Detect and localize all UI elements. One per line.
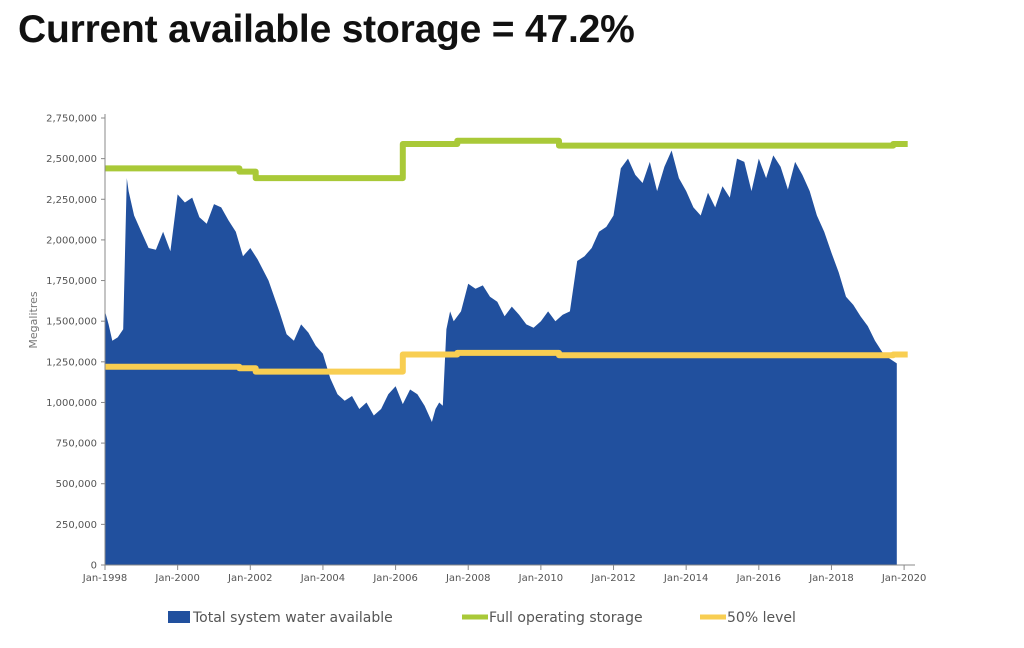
y-tick-label: 500,000 xyxy=(56,479,97,490)
page-title: Current available storage = 47.2% xyxy=(18,8,635,51)
y-axis-title: Megalitres xyxy=(27,291,40,348)
x-tick-label: Jan-2000 xyxy=(154,573,199,584)
series-full-operating-storage-line xyxy=(105,137,908,182)
x-tick-label: Jan-2020 xyxy=(881,573,926,584)
y-tick-label: 1,750,000 xyxy=(46,276,97,287)
x-tick-label: Jan-2018 xyxy=(808,573,853,584)
y-tick-label: 2,500,000 xyxy=(46,154,97,165)
x-tick-label: Jan-2008 xyxy=(445,573,490,584)
legend-swatch-total-water xyxy=(168,611,190,623)
y-tick-label: 750,000 xyxy=(56,439,97,450)
legend-label: Total system water available xyxy=(192,610,393,626)
x-tick-label: Jan-2010 xyxy=(518,573,563,584)
y-tick-label: 2,250,000 xyxy=(46,195,97,206)
legend-label: 50% level xyxy=(727,610,796,626)
y-tick-label: 2,000,000 xyxy=(46,235,97,246)
y-tick-label: 1,500,000 xyxy=(46,317,97,328)
legend-label: Full operating storage xyxy=(489,610,643,626)
y-tick-label: 250,000 xyxy=(56,520,97,531)
series-total-water-area xyxy=(105,150,897,565)
x-tick-label: Jan-2016 xyxy=(736,573,781,584)
series-50-percent-level-line xyxy=(105,349,908,375)
x-tick-label: Jan-2012 xyxy=(590,573,635,584)
y-tick-label: 1,000,000 xyxy=(46,398,97,409)
x-tick-label: Jan-1998 xyxy=(82,573,127,584)
y-axis: 0 250,000 500,000 750,000 1,000,000 1,250,000… xyxy=(46,114,106,572)
x-tick-label: Jan-2006 xyxy=(372,573,417,584)
legend: Total system water available Full operati… xyxy=(168,610,796,626)
x-tick-label: Jan-2002 xyxy=(227,573,272,584)
x-tick-label: Jan-2004 xyxy=(300,573,345,584)
x-tick-label: Jan-2014 xyxy=(663,573,708,584)
plot-area xyxy=(105,137,908,565)
x-axis: Jan-1998 Jan-2000 Jan-2002 Jan-2004 Jan-2006… xyxy=(82,564,926,584)
y-tick-label: 0 xyxy=(91,561,97,572)
y-tick-label: 1,250,000 xyxy=(46,357,97,368)
y-tick-label: 2,750,000 xyxy=(46,114,97,125)
